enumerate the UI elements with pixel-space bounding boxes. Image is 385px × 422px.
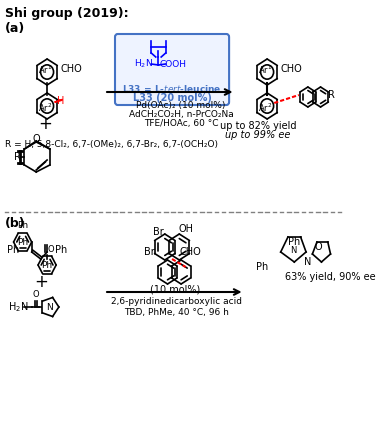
Text: up to 82% yield: up to 82% yield (220, 121, 296, 131)
Text: Ar$^1$: Ar$^1$ (38, 64, 52, 76)
Text: Ph: Ph (17, 221, 28, 230)
Text: TFE/HOAc, 60 °C: TFE/HOAc, 60 °C (144, 119, 218, 127)
Text: 63% yield, 90% ee: 63% yield, 90% ee (285, 272, 376, 282)
Text: (b): (b) (5, 217, 25, 230)
Text: Ph: Ph (288, 237, 300, 247)
Text: Pd(OAc)₂ (10 mol%): Pd(OAc)₂ (10 mol%) (136, 100, 226, 109)
Text: CHO: CHO (179, 247, 201, 257)
Text: O: O (47, 244, 54, 254)
Text: CHO: CHO (281, 64, 303, 74)
Text: Ar$^2$: Ar$^2$ (258, 102, 273, 114)
Text: O: O (32, 134, 40, 144)
Text: Ph: Ph (55, 245, 67, 255)
Text: H: H (57, 96, 64, 106)
Text: Ph: Ph (7, 245, 20, 255)
Text: H$_2$N: H$_2$N (8, 300, 28, 314)
Text: (10 mol%): (10 mol%) (150, 284, 200, 294)
Text: Shi group (2019):: Shi group (2019): (5, 7, 128, 20)
Text: (a): (a) (5, 22, 25, 35)
Text: Ph: Ph (17, 238, 28, 246)
Text: L33 (20 mol%): L33 (20 mol%) (132, 93, 211, 103)
Text: Ph: Ph (42, 260, 53, 270)
Text: Ar$^1$: Ar$^1$ (258, 64, 273, 76)
Text: R: R (14, 152, 21, 162)
Text: +: + (38, 115, 52, 133)
Text: H$_2$N: H$_2$N (134, 58, 154, 70)
Text: CHO: CHO (61, 64, 82, 74)
FancyBboxPatch shape (115, 34, 229, 105)
Text: N: N (47, 303, 53, 311)
Text: N: N (290, 246, 296, 254)
Text: OH: OH (178, 224, 193, 234)
Text: Br: Br (144, 247, 155, 257)
Text: L33 = L-$\it{tert}$-leucine: L33 = L-$\it{tert}$-leucine (122, 82, 222, 94)
Text: Br: Br (153, 227, 164, 237)
Text: O: O (33, 290, 40, 299)
Text: N: N (304, 257, 311, 267)
Text: R = H, 5,8-Cl₂, 6,7-(OMe)₂, 6,7-Br₂, 6,7-(OCH₂O): R = H, 5,8-Cl₂, 6,7-(OMe)₂, 6,7-Br₂, 6,7… (5, 140, 218, 149)
Text: O: O (315, 242, 323, 252)
Text: TBD, PhMe, 40 °C, 96 h: TBD, PhMe, 40 °C, 96 h (124, 308, 229, 316)
Text: 2,6-pyridinedicarboxylic acid: 2,6-pyridinedicarboxylic acid (111, 298, 242, 306)
Text: COOH: COOH (159, 60, 186, 68)
Text: +: + (34, 273, 48, 291)
Text: AdCH₂CO₂H, n-PrCO₂Na: AdCH₂CO₂H, n-PrCO₂Na (129, 109, 233, 119)
Text: R: R (328, 90, 335, 100)
Text: Ph: Ph (256, 262, 269, 272)
Text: Ar$^2$: Ar$^2$ (38, 102, 52, 114)
Text: up to 99% ee: up to 99% ee (225, 130, 291, 140)
